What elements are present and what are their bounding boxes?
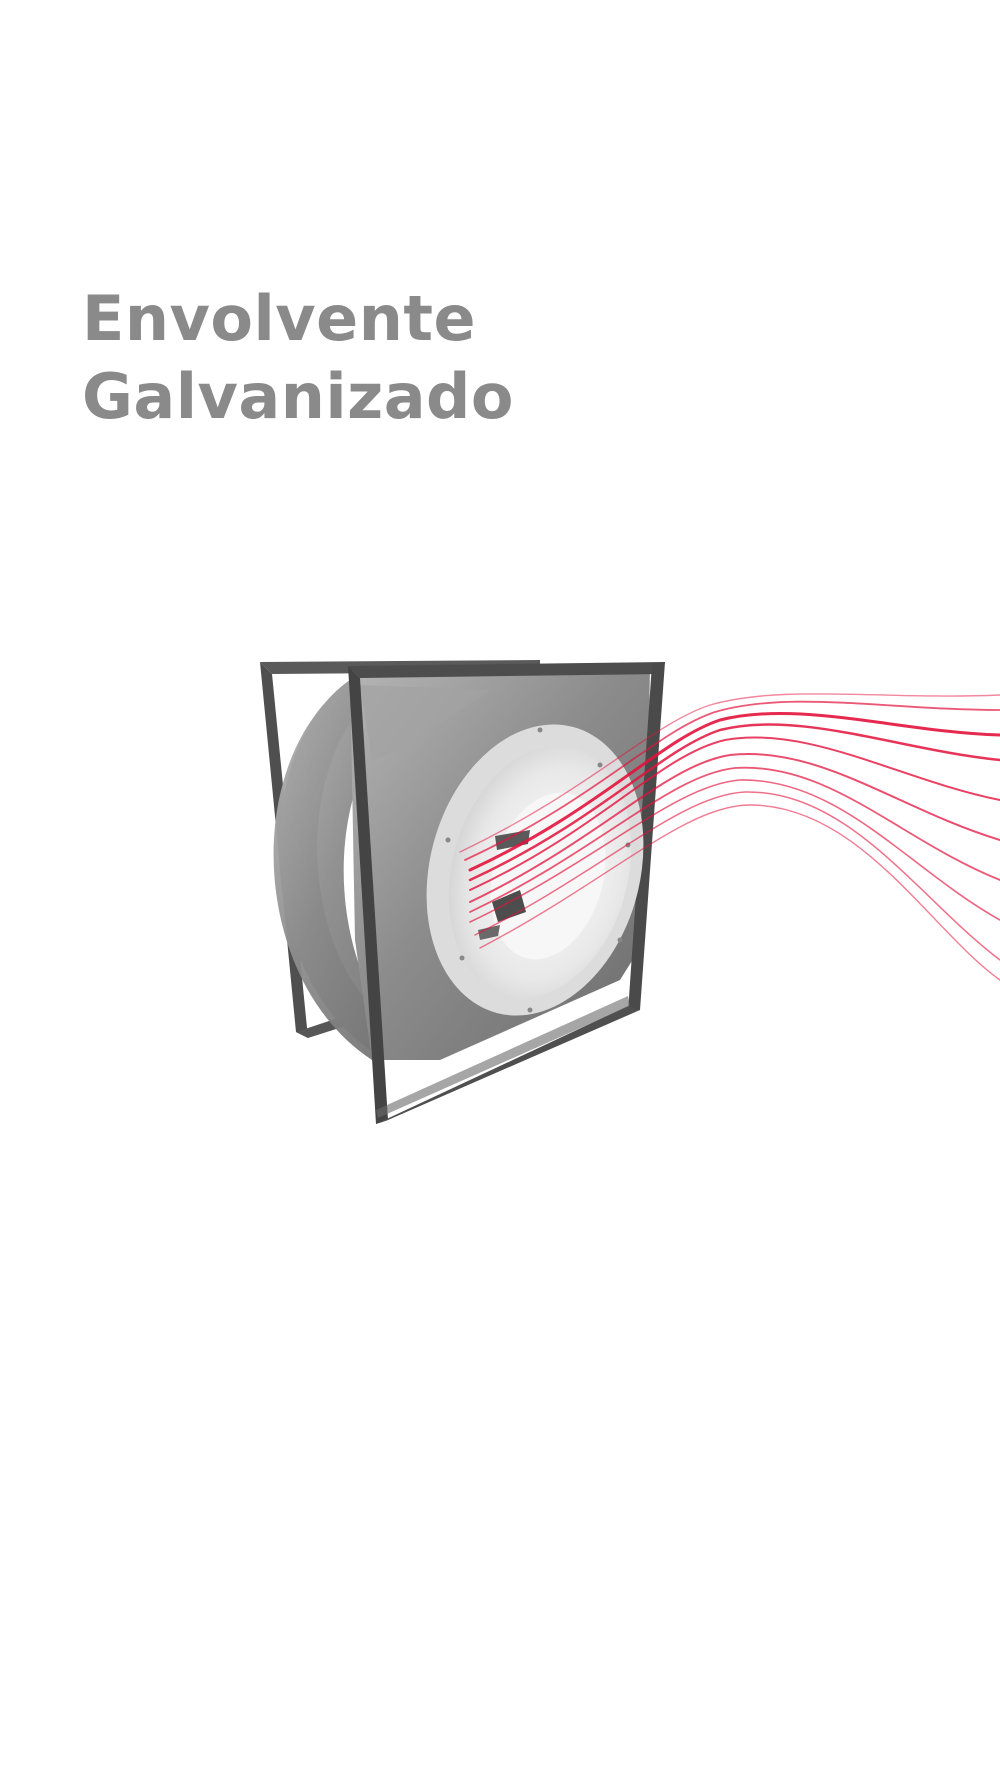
inlet-cone — [426, 724, 644, 1016]
airflow-lines — [459, 693, 1000, 981]
headline-line-2: Galvanizado — [82, 360, 515, 433]
headline-line-1: Envolvente — [82, 282, 477, 355]
headline: Envolvente Galvanizado — [82, 280, 514, 436]
front-frame — [348, 662, 665, 1124]
centrifugal-fan-icon — [260, 660, 1000, 1124]
